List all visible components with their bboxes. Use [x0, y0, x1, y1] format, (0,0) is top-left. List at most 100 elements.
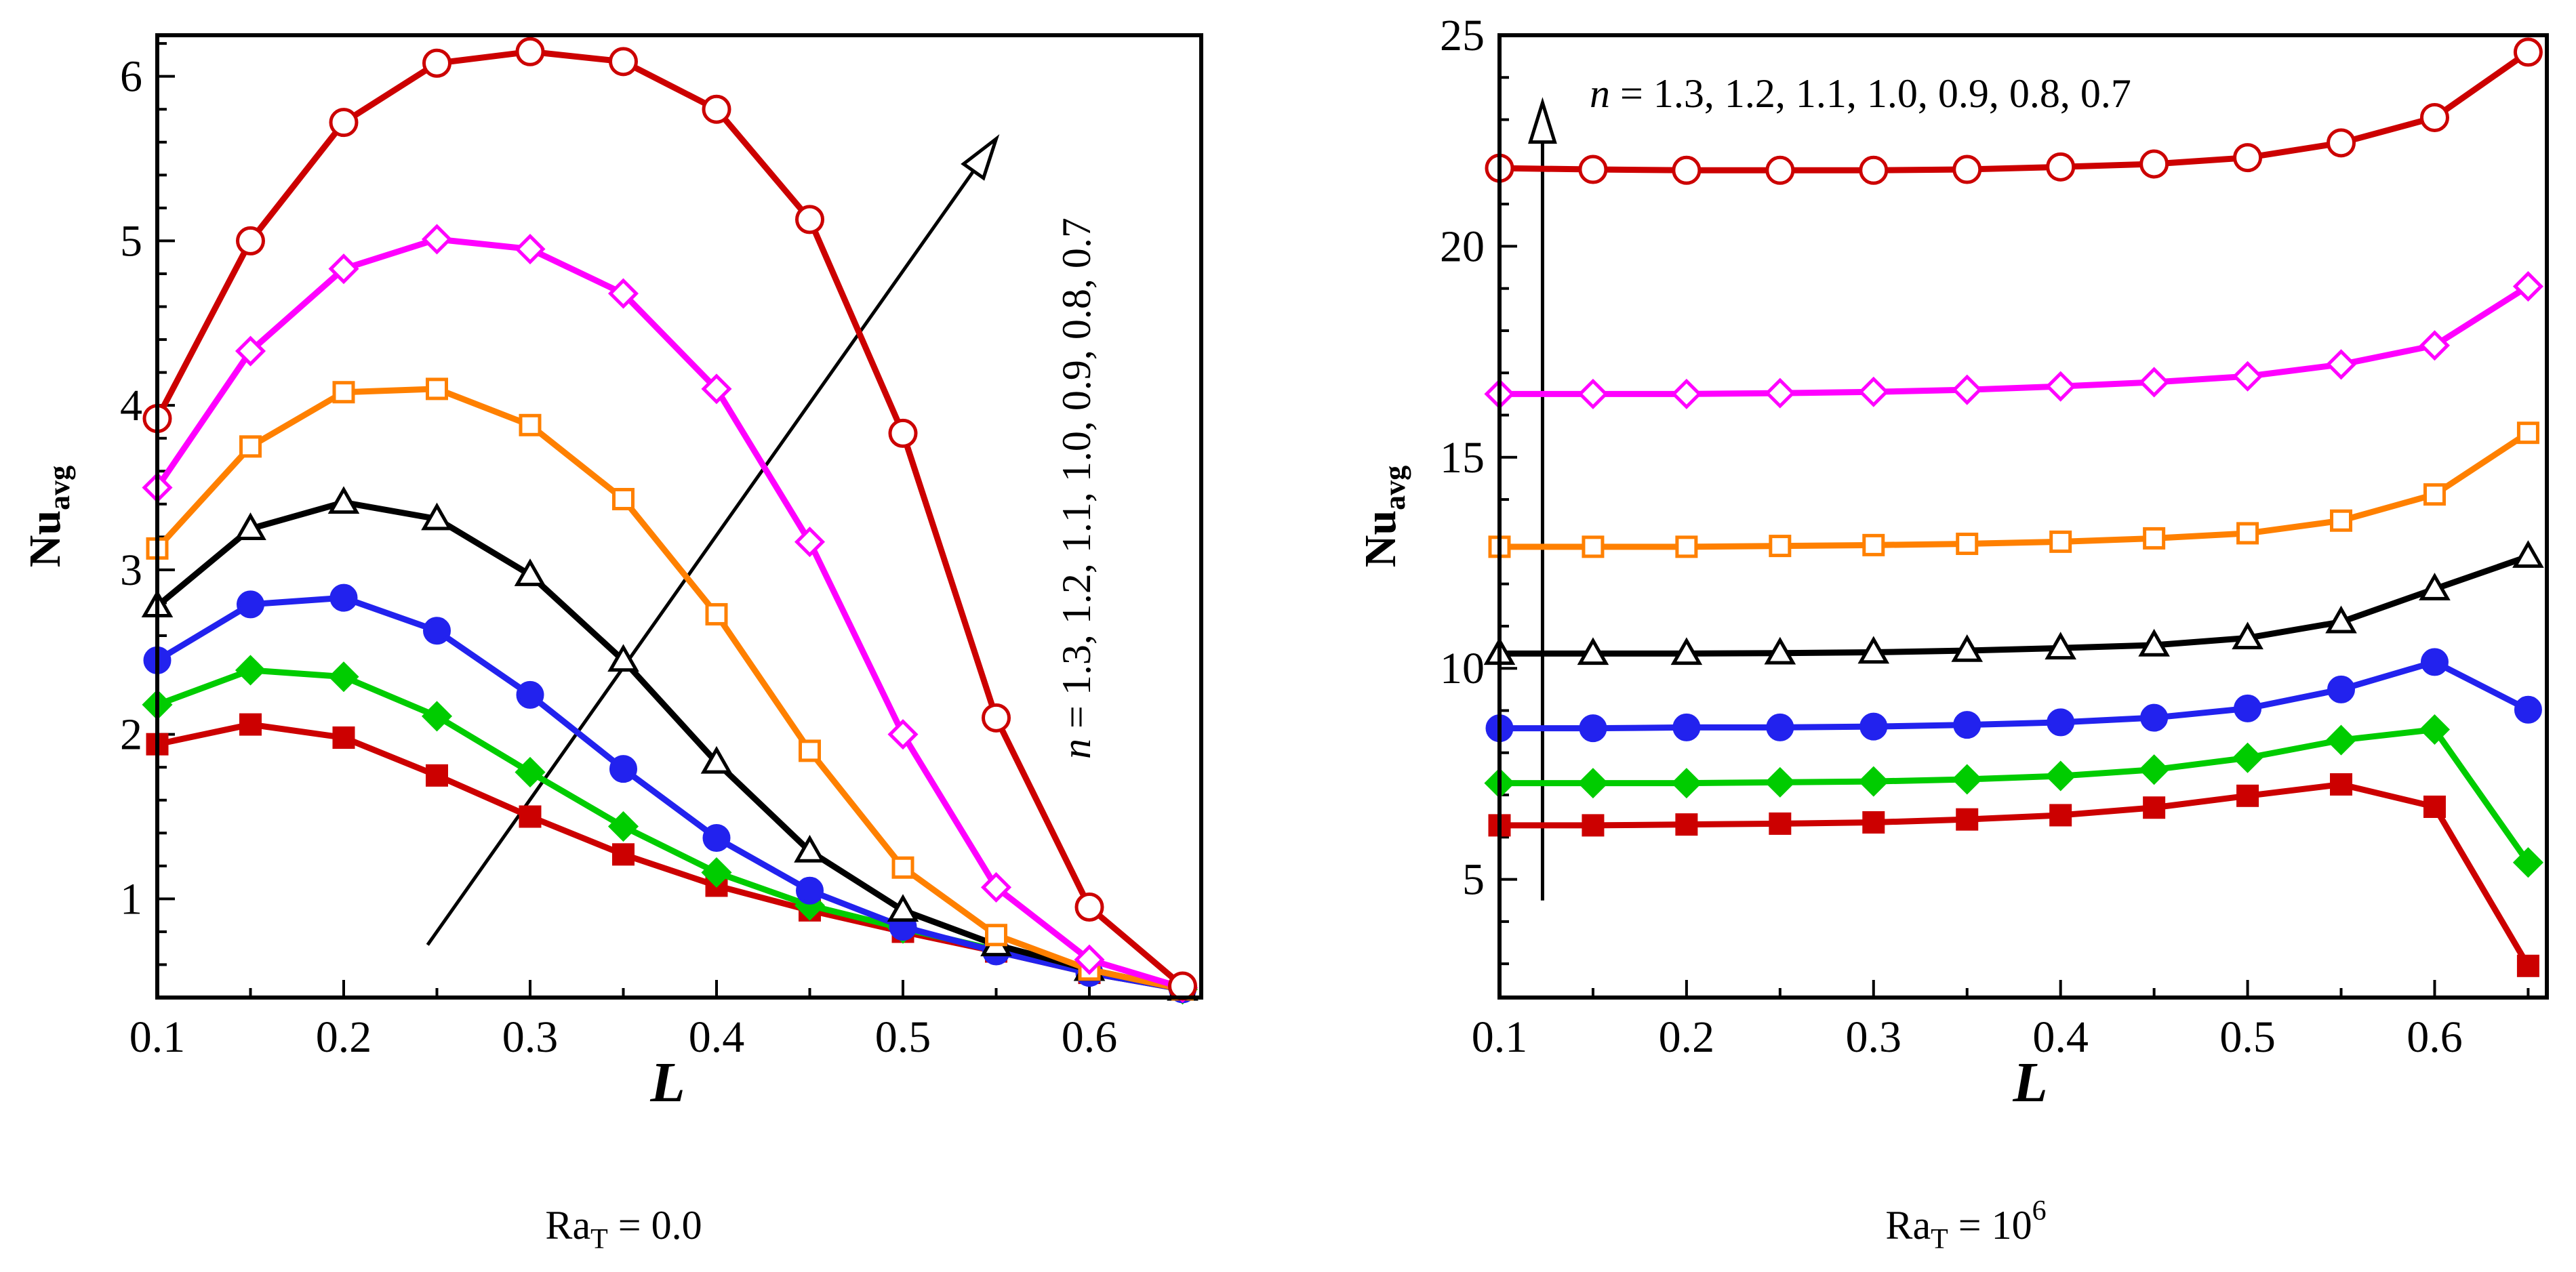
data-point	[2045, 371, 2076, 402]
data-point	[2516, 954, 2539, 977]
data-point	[2233, 143, 2263, 173]
series-line	[1499, 49, 2530, 173]
data-point	[235, 512, 266, 540]
data-point	[2419, 573, 2451, 600]
data-point	[236, 226, 265, 255]
data-point	[609, 47, 638, 77]
series-line	[1500, 659, 2530, 732]
series-line	[155, 236, 1184, 991]
data-point	[794, 834, 826, 863]
y-axis-label-right: Nuavg	[1356, 466, 1411, 567]
data-point	[2143, 796, 2166, 819]
data-point	[2045, 632, 2076, 660]
data-point	[1577, 768, 1609, 799]
y-tick-label: 6	[120, 52, 142, 102]
series-line	[156, 667, 1184, 993]
data-point	[2514, 695, 2542, 724]
data-point	[423, 617, 451, 645]
series-line	[155, 594, 1184, 993]
data-point	[980, 871, 1012, 903]
data-point	[1579, 714, 1607, 743]
data-point	[1675, 535, 1698, 558]
data-point	[1074, 892, 1104, 922]
data-point	[612, 488, 635, 511]
data-point	[329, 583, 358, 612]
data-point	[2512, 540, 2544, 568]
data-point	[332, 381, 355, 404]
data-point	[2234, 694, 2262, 722]
data-point	[327, 486, 360, 514]
data-point	[426, 764, 448, 787]
data-point	[2513, 37, 2543, 67]
y-tick-label: 25	[1440, 11, 1485, 60]
data-point	[1769, 535, 1792, 558]
y-tick-label: 20	[1440, 222, 1485, 271]
data-point	[2512, 847, 2543, 878]
data-point	[2232, 361, 2263, 392]
direction-arrow-head	[961, 134, 1000, 181]
data-point	[1582, 535, 1605, 558]
caption-left: RaT = 0.0	[545, 1203, 702, 1255]
data-point	[519, 413, 542, 436]
y-tick-label: 3	[120, 546, 142, 595]
x-tick-label: 0.3	[502, 1012, 559, 1062]
data-point	[2330, 773, 2353, 796]
data-point	[2138, 628, 2170, 657]
data-point	[421, 701, 453, 732]
data-point	[426, 377, 448, 401]
data-point	[609, 755, 637, 783]
series-line	[1500, 283, 2530, 397]
data-point	[515, 37, 545, 66]
data-point	[891, 856, 914, 879]
data-point	[1857, 636, 1890, 664]
series-line	[155, 48, 1185, 989]
x-tick-label: 0.4	[2032, 1012, 2089, 1062]
y-tick-label: 5	[1462, 855, 1485, 905]
series-line	[1500, 726, 2531, 865]
caption-right: RaT = 106	[1885, 1195, 2046, 1255]
data-point	[422, 48, 451, 78]
data-point	[235, 335, 266, 367]
data-point	[2419, 102, 2449, 132]
chart-panel-right: n = 1.3, 1.2, 1.1, 1.0, 0.9, 0.8, 0.7 0.…	[1356, 11, 2549, 1255]
data-point	[1672, 713, 1701, 741]
data-point	[1672, 155, 1702, 185]
series-line	[1500, 430, 2530, 550]
data-point	[237, 590, 264, 619]
data-point	[1578, 155, 1608, 184]
x-tick-label: 0.5	[875, 1012, 931, 1062]
data-point	[239, 435, 262, 458]
data-point	[1074, 944, 1105, 975]
data-point	[701, 373, 732, 405]
data-point	[2236, 784, 2259, 807]
data-point	[799, 739, 821, 762]
data-point	[795, 205, 824, 234]
data-point	[2423, 483, 2446, 506]
data-point	[1862, 533, 1885, 556]
data-point	[2139, 149, 2169, 179]
y-tick-label: 5	[120, 216, 142, 266]
x-tick-label: 0.1	[1472, 1012, 1528, 1062]
data-point	[985, 924, 1007, 947]
data-point	[2045, 760, 2076, 792]
data-point	[329, 108, 359, 138]
data-point	[421, 224, 453, 255]
data-point	[519, 805, 542, 828]
data-point	[1764, 636, 1796, 665]
x-tick-label: 0.2	[1659, 1012, 1715, 1062]
data-point	[1859, 712, 1888, 741]
data-point	[1858, 766, 1889, 797]
y-tick-label: 10	[1440, 644, 1485, 693]
x-tick-label: 0.3	[1846, 1012, 1902, 1062]
x-tick-label: 0.2	[316, 1012, 372, 1062]
series-line	[1500, 553, 2529, 657]
n-values-annotation-right: n = 1.3, 1.2, 1.1, 1.0, 0.9, 0.8, 0.7	[1590, 71, 2131, 116]
data-point	[239, 713, 262, 736]
data-point	[607, 811, 639, 842]
y-tick-label: 2	[120, 710, 142, 760]
data-point	[1859, 155, 1889, 185]
y-tick-label: 1	[120, 874, 142, 924]
series-line	[1500, 781, 2531, 968]
data-point	[982, 703, 1011, 733]
data-point	[332, 726, 355, 749]
